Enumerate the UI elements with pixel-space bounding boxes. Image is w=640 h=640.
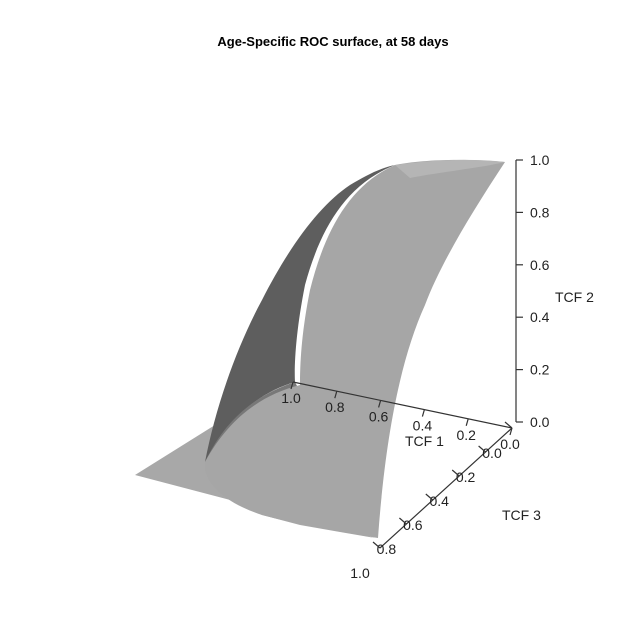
y-tick-label: 0.4	[429, 493, 449, 509]
z-tick-label: 1.0	[530, 152, 550, 168]
z-tick-label: 0.8	[530, 204, 550, 220]
y-tick-label: 0.8	[377, 541, 397, 557]
z-tick-label: 0.2	[530, 362, 550, 378]
x-tick-label: 1.0	[281, 390, 301, 406]
y-tick-mark	[399, 517, 407, 525]
z-tick-label: 0.6	[530, 257, 550, 273]
z-axis-title: TCF 2	[555, 289, 594, 305]
x-tick-label: 0.6	[369, 408, 389, 424]
x-tick-mark	[465, 418, 469, 426]
x-axis-title: TCF 1	[405, 433, 444, 449]
x-axis-ticks: 1.0 0.8 0.6 0.4 0.2 0.0	[281, 381, 520, 452]
y-tick-mark	[504, 421, 513, 429]
y-tick-mark	[451, 469, 460, 477]
z-tick-label: 0.0	[530, 414, 550, 430]
x-tick-mark	[334, 391, 338, 399]
x-tick-label: 0.0	[500, 436, 520, 452]
z-axis-ticks: 0.0 0.2 0.4 0.6 0.8 1.0	[516, 152, 550, 430]
chart-title: Age-Specific ROC surface, at 58 days	[217, 34, 448, 49]
surface-front-face	[205, 159, 505, 538]
x-tick-label: 0.8	[325, 399, 345, 415]
y-tick-label: 1.0	[350, 565, 370, 581]
surface-crest-highlight	[395, 159, 505, 178]
x-axis-line	[292, 381, 513, 429]
x-tick-mark	[378, 400, 382, 408]
y-tick-mark	[425, 493, 434, 501]
x-tick-mark	[509, 427, 513, 436]
y-tick-label: 0.0	[482, 445, 502, 461]
y-tick-label: 0.2	[456, 469, 476, 485]
z-tick-label: 0.4	[530, 309, 550, 325]
y-tick-mark	[372, 541, 381, 549]
y-axis-title: TCF 3	[502, 507, 541, 523]
y-axis-ticks: 0.0 0.2 0.4 0.6 0.8 1.0	[350, 421, 513, 581]
y-tick-label: 0.6	[403, 517, 423, 533]
x-tick-label: 0.4	[413, 418, 433, 434]
y-tick-mark	[478, 445, 486, 453]
x-tick-label: 0.2	[456, 427, 476, 443]
x-tick-mark	[290, 381, 294, 390]
floor-plane	[135, 425, 375, 538]
surface-shadow-face	[205, 165, 395, 462]
y-axis-line	[379, 427, 513, 549]
x-tick-mark	[421, 409, 425, 417]
